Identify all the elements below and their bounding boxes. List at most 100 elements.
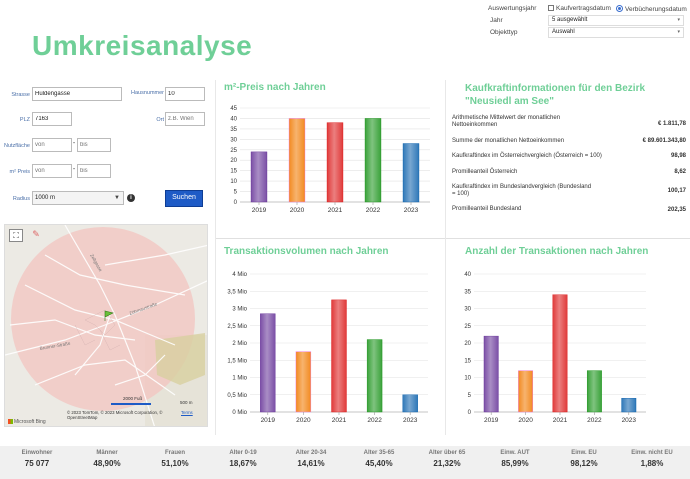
stat-key: Alter 35-65: [363, 450, 395, 456]
y-tick-label: 35: [230, 127, 237, 133]
stat-value: 75 077: [24, 459, 50, 468]
stat-alter-0-19: Alter 0-19 18,67%: [208, 446, 278, 468]
stat-key: Männer: [96, 450, 118, 456]
map-attribution: © 2023 TomTom, © 2023 Microsoft Corporat…: [67, 410, 163, 420]
radius-select[interactable]: 1000 m ▼: [32, 191, 124, 205]
objekttyp-value: Auswahl: [552, 29, 575, 35]
y-tick-label: 2 Mio: [232, 341, 247, 347]
anzahl-chart-heading: Anzahl der Transaktionen nach Jahren: [465, 246, 649, 257]
volumen-chart-heading: Transaktionsvolumen nach Jahren: [224, 246, 389, 257]
y-tick-label: 0 Mio: [232, 410, 247, 416]
bar: [402, 394, 418, 413]
stat-value: 14,61%: [297, 459, 325, 468]
search-button[interactable]: Suchen: [165, 190, 203, 207]
bar: [366, 339, 383, 413]
stat-alter-ueber-65: Alter über 65 21,32%: [412, 446, 482, 468]
stat-value: 18,67%: [229, 459, 257, 468]
bar: [552, 294, 568, 413]
radius-label: Radius: [12, 196, 30, 202]
y-tick-label: 0: [468, 410, 472, 416]
scale-ft: 2000 Fuß: [123, 396, 143, 401]
kaufkraft-label: Promilleanteil Österreich: [452, 169, 518, 175]
bar: [518, 370, 534, 413]
scale-bar: [111, 403, 151, 405]
y-tick-label: 25: [464, 324, 471, 330]
chevron-down-icon: ▼: [114, 195, 120, 201]
nutzflaeche-label: Nutzfläche: [4, 143, 30, 149]
bar: [260, 313, 276, 413]
y-tick-label: 4 Mio: [232, 272, 247, 278]
filter-panel: Auswertungsjahr Kaufvertragsdatum Verbüc…: [488, 4, 688, 44]
kaufkraft-label: Summe der monatlichen Nettoeinkommen: [452, 138, 565, 144]
objekttyp-select[interactable]: Auswahl ▾: [548, 27, 684, 38]
terms-link[interactable]: Terms: [181, 410, 193, 415]
nutzflaeche-bis-input[interactable]: [77, 138, 111, 152]
kaufkraft-value: € 1.811,78: [657, 121, 686, 127]
y-tick-label: 5: [468, 393, 472, 399]
divider: [445, 80, 446, 435]
verbuecherungsdatum-radio[interactable]: Verbücherungsdatum: [616, 5, 687, 13]
y-tick-label: 45: [230, 106, 237, 112]
y-tick-label: 0,5 Mio: [227, 393, 247, 399]
plz-input[interactable]: [32, 112, 72, 126]
bar: [295, 351, 312, 413]
y-tick-label: 5: [234, 190, 238, 196]
kaufkraft-value: 202,35: [667, 207, 686, 213]
range-dash: -: [72, 140, 76, 147]
stat-value: 85,99%: [501, 459, 529, 468]
y-tick-label: 35: [464, 289, 471, 295]
kaufkraft-value: € 89.601.343,80: [642, 138, 686, 144]
x-tick-label: 2019: [252, 207, 267, 214]
bar: [364, 118, 382, 203]
x-tick-label: 2021: [332, 417, 347, 424]
jahr-select[interactable]: 5 ausgewählt ▾: [548, 15, 684, 26]
stat-value: 1,88%: [640, 459, 664, 468]
y-tick-label: 40: [230, 116, 237, 122]
strasse-label: Strasse: [11, 92, 30, 98]
y-tick-label: 1 Mio: [232, 376, 247, 382]
preis-von-input[interactable]: [32, 164, 72, 178]
verbuecherungsdatum-label: Verbücherungsdatum: [625, 6, 687, 13]
divider: [215, 238, 690, 239]
x-tick-label: 2022: [366, 207, 381, 214]
select-tool-icon[interactable]: ⛶: [9, 229, 23, 242]
stat-key: Alter über 65: [428, 450, 466, 456]
y-tick-label: 15: [230, 169, 237, 175]
bing-logo: Microsoft Bing: [8, 419, 46, 425]
preis-bis-input[interactable]: [77, 164, 111, 178]
strasse-input[interactable]: [32, 87, 122, 101]
preis-label: m² Preis: [9, 169, 30, 175]
y-tick-label: 30: [230, 137, 237, 143]
stat-value: 48,90%: [93, 459, 121, 468]
ort-input[interactable]: [165, 112, 205, 126]
stat-alter-35-65: Alter 35-65 45,40%: [344, 446, 414, 468]
hausnummer-label: Hausnummer: [130, 90, 164, 96]
kaufkraft-label: Arithmetische Mittelwert der monatlichen…: [452, 115, 561, 128]
x-tick-label: 2019: [484, 417, 499, 424]
info-icon[interactable]: i: [127, 194, 135, 202]
x-tick-label: 2020: [290, 207, 305, 214]
map-canvas[interactable]: Zeltgasse Zöhmaustraße Brunner-Straße: [5, 225, 208, 427]
range-dash: -: [72, 166, 76, 173]
bar: [288, 118, 306, 203]
ort-label: Ort: [156, 117, 164, 123]
eraser-icon[interactable]: ✎: [32, 229, 40, 239]
bar: [621, 397, 637, 413]
y-tick-label: 2,5 Mio: [227, 324, 247, 330]
anzahl-chart: 0 5 10 15 20 25 30 35 40 2019 2020 2021 2022 2023: [464, 272, 646, 424]
chevron-down-icon: ▾: [677, 29, 680, 35]
chevron-down-icon: ▾: [677, 17, 680, 23]
nutzflaeche-von-input[interactable]: [32, 138, 72, 152]
y-tick-label: 3,5 Mio: [227, 289, 247, 295]
bar: [326, 122, 344, 203]
radius-value: 1000 m: [35, 195, 56, 201]
stat-key: Einw. EU: [571, 450, 597, 456]
stat-key: Alter 20-34: [295, 450, 327, 456]
map[interactable]: Zeltgasse Zöhmaustraße Brunner-Straße ⛶ …: [4, 224, 208, 427]
bar: [483, 335, 499, 413]
kaufvertragsdatum-checkbox[interactable]: Kaufvertragsdatum: [548, 5, 611, 12]
hausnummer-input[interactable]: [165, 87, 205, 101]
stat-key: Einwohner: [21, 450, 53, 456]
stat-value: 45,40%: [365, 459, 393, 468]
jahr-label: Jahr: [490, 17, 503, 24]
